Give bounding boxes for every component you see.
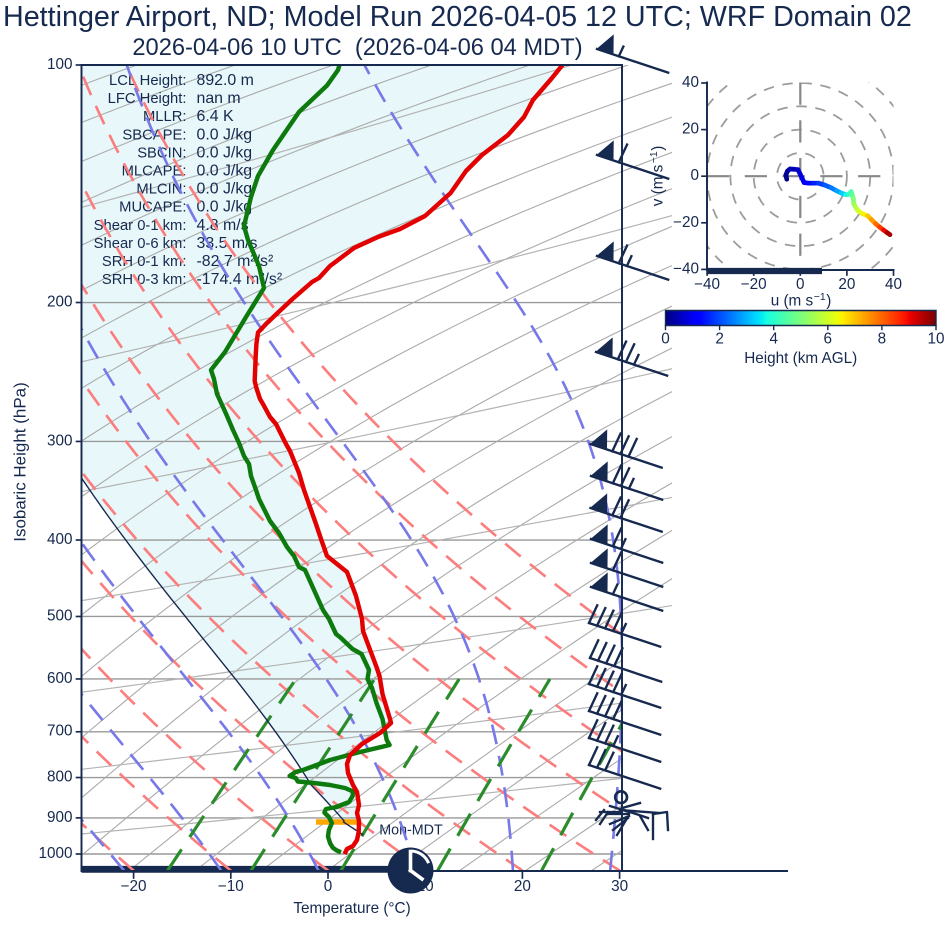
svg-text:MLCIN:: MLCIN: bbox=[136, 182, 186, 198]
svg-text:SRH 0-3 km:: SRH 0-3 km: bbox=[102, 272, 187, 288]
svg-text:−20: −20 bbox=[741, 276, 767, 293]
svg-text:MUCAPE:: MUCAPE: bbox=[119, 200, 186, 216]
svg-text:−1: −1 bbox=[649, 151, 660, 163]
svg-text:−20: −20 bbox=[673, 214, 699, 231]
svg-text:20: 20 bbox=[838, 276, 855, 293]
svg-text:MLLR:: MLLR: bbox=[143, 109, 187, 125]
svg-text:MLCAPE:: MLCAPE: bbox=[122, 164, 187, 180]
svg-text:30: 30 bbox=[611, 878, 628, 895]
svg-text:Isobaric Height (hPa): Isobaric Height (hPa) bbox=[10, 382, 29, 542]
svg-text:6: 6 bbox=[824, 330, 832, 347]
svg-text:4: 4 bbox=[769, 330, 778, 347]
svg-text:): ) bbox=[650, 146, 667, 151]
svg-text:1000: 1000 bbox=[39, 845, 73, 862]
svg-text:40: 40 bbox=[682, 74, 699, 91]
svg-text:Mon-MDT: Mon-MDT bbox=[379, 823, 443, 839]
svg-text:400: 400 bbox=[47, 531, 73, 548]
svg-text:v (m s: v (m s bbox=[650, 164, 667, 206]
svg-text:0.0 J/kg: 0.0 J/kg bbox=[196, 126, 252, 143]
svg-text:Shear 0-6 km:: Shear 0-6 km: bbox=[94, 236, 187, 252]
svg-text:40: 40 bbox=[885, 276, 902, 293]
svg-text:0: 0 bbox=[661, 330, 670, 347]
svg-text:20: 20 bbox=[682, 121, 699, 138]
svg-text:20: 20 bbox=[514, 878, 531, 895]
svg-text:0: 0 bbox=[691, 167, 700, 184]
svg-text:LCL Height:: LCL Height: bbox=[109, 73, 187, 89]
svg-text:−1: −1 bbox=[814, 292, 826, 303]
svg-text:): ) bbox=[826, 293, 831, 310]
svg-text:0: 0 bbox=[796, 276, 805, 293]
svg-text:0.0 J/kg: 0.0 J/kg bbox=[196, 144, 252, 161]
svg-text:nan m: nan m bbox=[196, 90, 240, 107]
svg-text:−40: −40 bbox=[673, 260, 699, 277]
svg-text:SRH 0-1 km:: SRH 0-1 km: bbox=[102, 254, 187, 270]
svg-text:300: 300 bbox=[47, 432, 73, 449]
svg-text:892.0 m: 892.0 m bbox=[196, 72, 253, 89]
svg-text:0.0 J/kg: 0.0 J/kg bbox=[196, 181, 252, 198]
svg-text:Hettinger Airport, ND; Model R: Hettinger Airport, ND; Model Run 2026-04… bbox=[3, 1, 912, 33]
svg-text:800: 800 bbox=[47, 768, 73, 785]
svg-text:−40: −40 bbox=[694, 276, 720, 293]
svg-text:Height (km AGL): Height (km AGL) bbox=[744, 350, 857, 367]
svg-text:4.8 m/s: 4.8 m/s bbox=[196, 217, 248, 234]
svg-text:600: 600 bbox=[47, 670, 73, 687]
svg-text:100: 100 bbox=[47, 56, 73, 73]
svg-text:200: 200 bbox=[47, 293, 73, 310]
svg-text:900: 900 bbox=[47, 809, 73, 826]
svg-text:6.4 K: 6.4 K bbox=[196, 108, 234, 125]
svg-text:700: 700 bbox=[47, 723, 73, 740]
svg-text:10: 10 bbox=[927, 330, 944, 347]
svg-text:−20: −20 bbox=[121, 878, 147, 895]
svg-text:2: 2 bbox=[715, 330, 724, 347]
svg-text:8: 8 bbox=[878, 330, 886, 347]
svg-text:0.0 J/kg: 0.0 J/kg bbox=[196, 163, 252, 180]
svg-text:-174.4 m²/s²: -174.4 m²/s² bbox=[196, 271, 282, 288]
svg-text:0: 0 bbox=[324, 878, 333, 895]
svg-text:500: 500 bbox=[47, 607, 73, 624]
svg-text:2026-04-06 10 UTC (2026-04-06: 2026-04-06 10 UTC (2026-04-06 04 MDT) bbox=[132, 35, 582, 61]
svg-text:u (m s: u (m s bbox=[771, 293, 814, 310]
svg-text:Temperature (°C): Temperature (°C) bbox=[293, 900, 410, 917]
svg-text:0.0 J/kg: 0.0 J/kg bbox=[196, 199, 252, 216]
svg-text:−10: −10 bbox=[218, 878, 244, 895]
svg-text:LFC Height:: LFC Height: bbox=[108, 91, 187, 107]
